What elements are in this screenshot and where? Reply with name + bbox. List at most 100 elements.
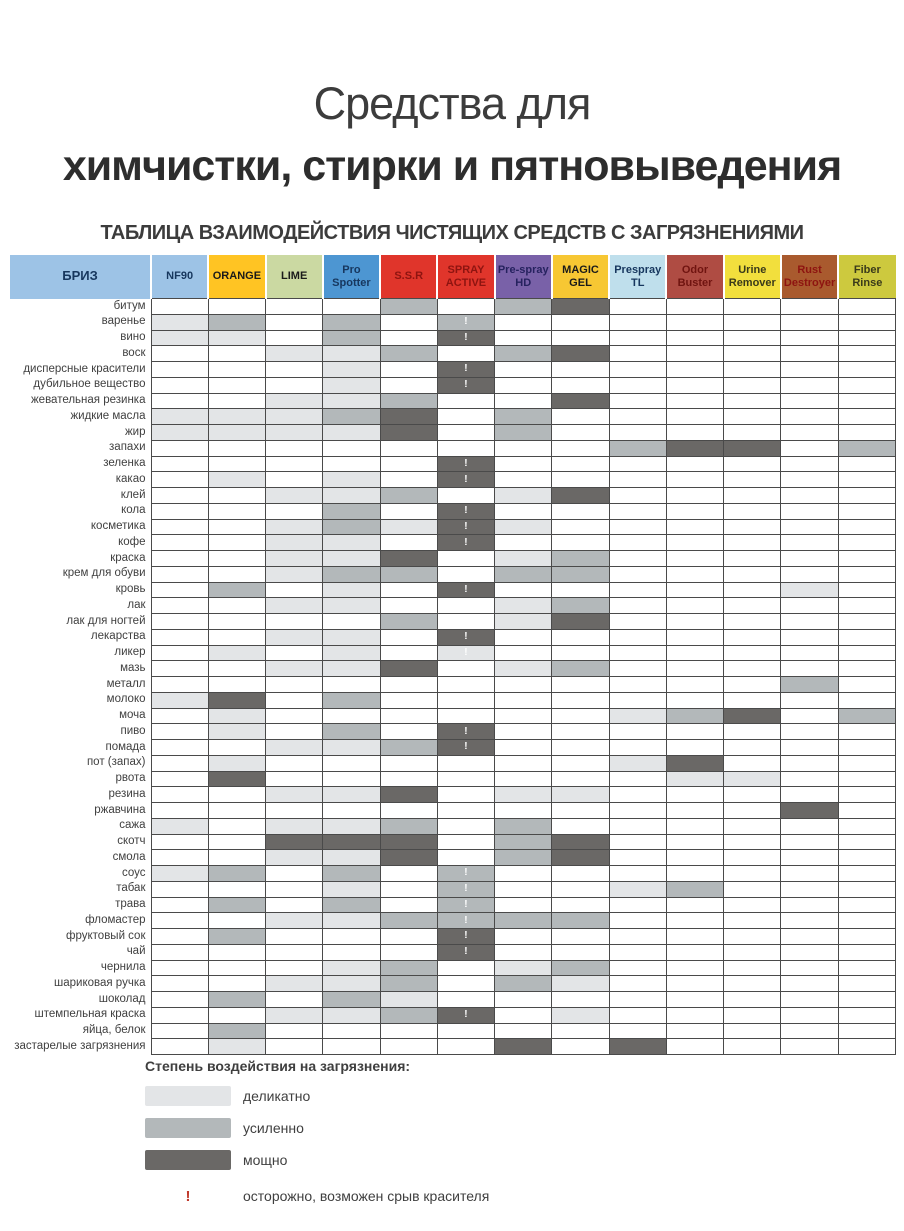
grid-cell [608,376,667,394]
page-title-line1: Средства для [313,78,592,129]
grid-cell [551,439,610,457]
grid-cell [436,786,496,803]
grid-cell [322,550,381,567]
grid-cell [608,880,667,898]
grid-cell [379,912,438,929]
grid-cell [494,865,553,882]
grid-cell [780,959,839,977]
grid-cell [150,313,209,331]
grid-cell [551,628,610,646]
grid-cell [837,471,897,488]
grid-cell [436,833,496,851]
grid-cell [207,880,267,898]
grid-cell [723,928,782,945]
grid-cell [322,660,381,677]
grid-cell [723,1006,782,1024]
grid-cell [551,849,610,866]
grid-cell [436,660,496,677]
table-row: резина [10,786,897,803]
grid-cell [551,1022,610,1040]
grid-cell [665,833,725,851]
grid-cell [551,345,610,362]
grid-cell [608,723,667,740]
grid-cell [436,487,496,504]
grid-cell [150,361,209,378]
grid-cell [837,660,897,677]
grid-cell [665,928,725,945]
grid-cell [207,613,267,630]
grid-cell [379,959,438,977]
grid-cell [665,754,725,772]
grid-cell [723,802,782,819]
grid-cell [150,424,209,441]
grid-cell [723,786,782,803]
grid-cell [780,550,839,567]
grid-cell [608,613,667,630]
table-row: чай! [10,943,897,961]
row-label: клей [10,487,151,504]
grid-cell [265,912,324,929]
row-label: варенье [10,314,151,330]
grid-cell [207,723,267,740]
grid-cell [608,1006,667,1024]
grid-cell [551,597,610,614]
grid-cell [207,424,267,441]
row-label: краска [10,550,151,567]
grid-cell [608,991,667,1008]
grid-cell [207,770,267,788]
grid-cell [150,1006,209,1024]
table-row: краска [10,550,897,567]
grid-cell [150,628,209,646]
grid-cell [207,581,267,599]
caution-exclamation-icon: ! [464,379,468,391]
grid-cell [665,628,725,646]
grid-cell [608,912,667,929]
caution-exclamation-icon: ! [464,457,468,469]
grid-cell [322,392,381,410]
column-header-spray-active: SPRAY ACTIVE [436,255,495,299]
grid-cell [150,597,209,614]
grid-cell [322,928,381,945]
caution-exclamation-icon: ! [464,898,468,910]
grid-cell [837,455,897,473]
grid-cell [436,345,496,362]
grid-cell [608,471,667,488]
grid-cell [150,723,209,740]
grid-cell [322,439,381,457]
grid-cell [207,676,267,693]
grid-cell [780,1022,839,1040]
table-row: лекарства! [10,628,897,646]
grid-cell [665,408,725,425]
grid-cell [150,896,209,914]
grid-cell [608,534,667,551]
grid-cell [837,928,897,945]
grid-cell: ! [436,1006,496,1024]
grid-cell [322,943,381,961]
grid-cell [436,707,496,725]
row-label: яйца, белок [10,1023,151,1039]
grid-cell [665,880,725,898]
grid-cell [150,849,209,866]
grid-cell [780,1038,839,1055]
grid-cell [494,298,553,315]
grid-cell [551,550,610,567]
grid-cell [780,376,839,394]
grid-cell [780,754,839,772]
grid-cell [150,802,209,819]
grid-cell [379,376,438,394]
grid-cell [436,424,496,441]
table-row: фруктовый сок! [10,928,897,945]
row-label: лак для ногтей [10,613,151,630]
table-row: вино! [10,329,897,347]
grid-cell [608,518,667,536]
caution-exclamation-icon: ! [464,363,468,375]
grid-cell [494,534,553,551]
grid-cell [837,534,897,551]
grid-cell [322,313,381,331]
table-row: битум [10,298,897,315]
grid-cell [608,975,667,992]
grid-cell [551,770,610,788]
grid-cell [665,691,725,709]
grid-cell [723,912,782,929]
grid-cell [494,518,553,536]
